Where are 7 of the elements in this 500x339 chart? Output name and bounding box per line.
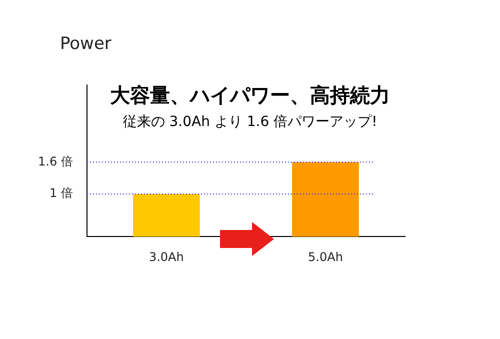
x-tick-label: 5.0Ah	[308, 250, 343, 264]
y-tick-label: 1 倍	[49, 186, 73, 200]
text: 従来の 3.0Ah より 1.6 倍パワーアップ!	[122, 113, 378, 131]
chart-title: 大容量、ハイパワー、高持続力	[109, 82, 391, 109]
x-tick-label: 3.0Ah	[148, 250, 184, 264]
y-axis-title: Power	[60, 34, 112, 54]
y-tick-label: 1.6 倍	[38, 154, 73, 168]
